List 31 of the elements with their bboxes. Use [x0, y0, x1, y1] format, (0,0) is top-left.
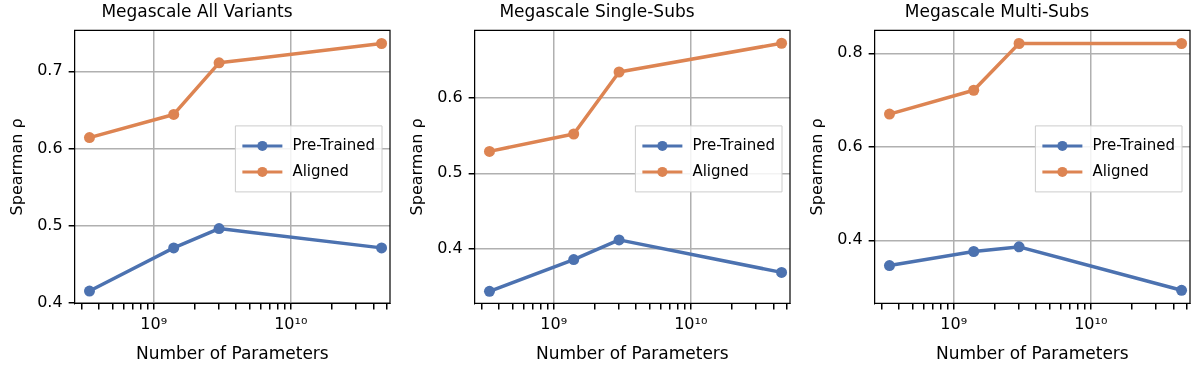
x-tick-label: 10⁹ [140, 314, 168, 334]
chart-title: Megascale Multi-Subs [904, 0, 1090, 21]
y-tick-label: 0.5 [437, 162, 463, 182]
legend-label: Aligned [1092, 161, 1149, 180]
x-tick-label: 10¹⁰ [674, 314, 708, 334]
x-axis-title: Number of Parameters [935, 343, 1129, 364]
x-tick-label: 10¹⁰ [1074, 314, 1108, 334]
y-tick-label: 0.4 [437, 238, 463, 258]
legend-label: Pre-Trained [292, 135, 375, 154]
x-tick-label: 10⁹ [540, 314, 568, 334]
x-tick-label: 10⁹ [940, 314, 968, 334]
legend-label: Pre-Trained [1092, 135, 1175, 154]
legend-label: Aligned [292, 161, 349, 180]
x-tick-label: 10¹⁰ [274, 314, 308, 334]
y-tick-label: 0.8 [837, 42, 863, 62]
x-axis-title: Number of Parameters [135, 343, 329, 364]
y-tick-label: 0.6 [837, 135, 863, 155]
chart-title: Megascale Single-Subs [499, 0, 695, 21]
y-axis-title: Spearman ρ [406, 118, 426, 216]
y-axis-title: Spearman ρ [6, 118, 26, 216]
y-tick-label: 0.5 [37, 214, 63, 234]
x-axis-title: Number of Parameters [535, 343, 729, 364]
y-tick-label: 0.4 [37, 291, 63, 311]
legend-label: Pre-Trained [692, 135, 775, 154]
y-axis-title: Spearman ρ [806, 118, 826, 216]
chart-title: Megascale All Variants [101, 0, 293, 21]
y-tick-label: 0.6 [37, 137, 63, 157]
y-tick-label: 0.4 [837, 229, 863, 249]
legend-label: Aligned [692, 161, 749, 180]
y-tick-label: 0.7 [37, 60, 63, 80]
y-tick-label: 0.6 [437, 86, 463, 106]
